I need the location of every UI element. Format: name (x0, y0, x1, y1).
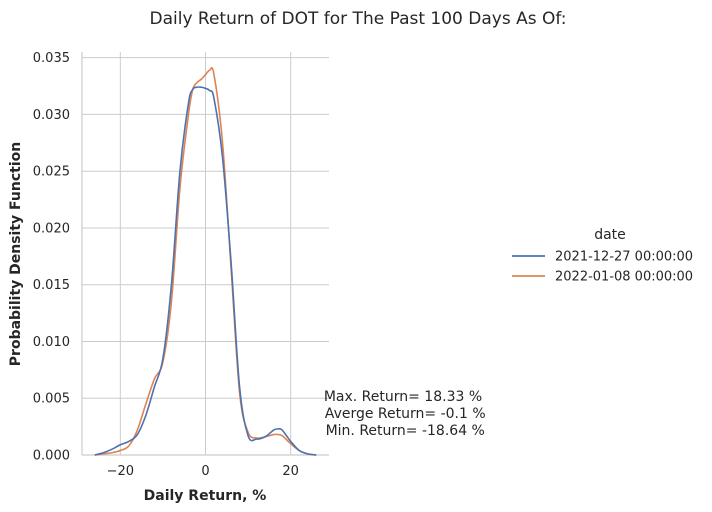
y-tick-label: 0.030 (33, 108, 70, 123)
y-tick-label: 0.015 (33, 278, 70, 293)
legend: date 2021-12-27 00:00:00 2022-01-08 00:00… (512, 227, 693, 285)
y-tick-label: 0.005 (33, 392, 70, 407)
annotation-line: Min. Return= -18.64 % (321, 423, 485, 439)
chart-title: Daily Return of DOT for The Past 100 Day… (150, 9, 567, 29)
y-tick-label: 0.010 (33, 335, 70, 350)
y-tick-labels: 0.000 0.005 0.010 0.015 0.020 0.025 0.030 0.035 (33, 51, 70, 463)
series-line (94, 86, 317, 456)
x-tick-labels: −20 0 20 (107, 464, 299, 479)
return-stats-annotation: Max. Return= 18.33 % Averge Return= -0.1… (320, 389, 485, 439)
legend-title: date (594, 227, 626, 243)
y-tick-label: 0.000 (33, 449, 70, 464)
y-tick-label: 0.035 (33, 51, 70, 66)
legend-label: 2021-12-27 00:00:00 (555, 250, 693, 265)
grid (82, 52, 329, 456)
x-tick-label: 20 (282, 464, 299, 479)
y-tick-label: 0.020 (33, 221, 70, 236)
x-axis-label: Daily Return, % (144, 488, 267, 504)
legend-label: 2022-01-08 00:00:00 (555, 270, 693, 285)
annotation-line: Max. Return= 18.33 % (324, 389, 482, 405)
x-tick-label: 0 (201, 464, 209, 479)
y-tick-label: 0.025 (33, 165, 70, 180)
axes (81, 52, 329, 456)
annotation-line: Averge Return= -0.1 % (320, 406, 485, 422)
series-lines (94, 67, 317, 456)
x-tick-label: −20 (107, 464, 134, 479)
y-axis-label: Probability Density Function (8, 142, 24, 366)
series-line (94, 67, 317, 456)
